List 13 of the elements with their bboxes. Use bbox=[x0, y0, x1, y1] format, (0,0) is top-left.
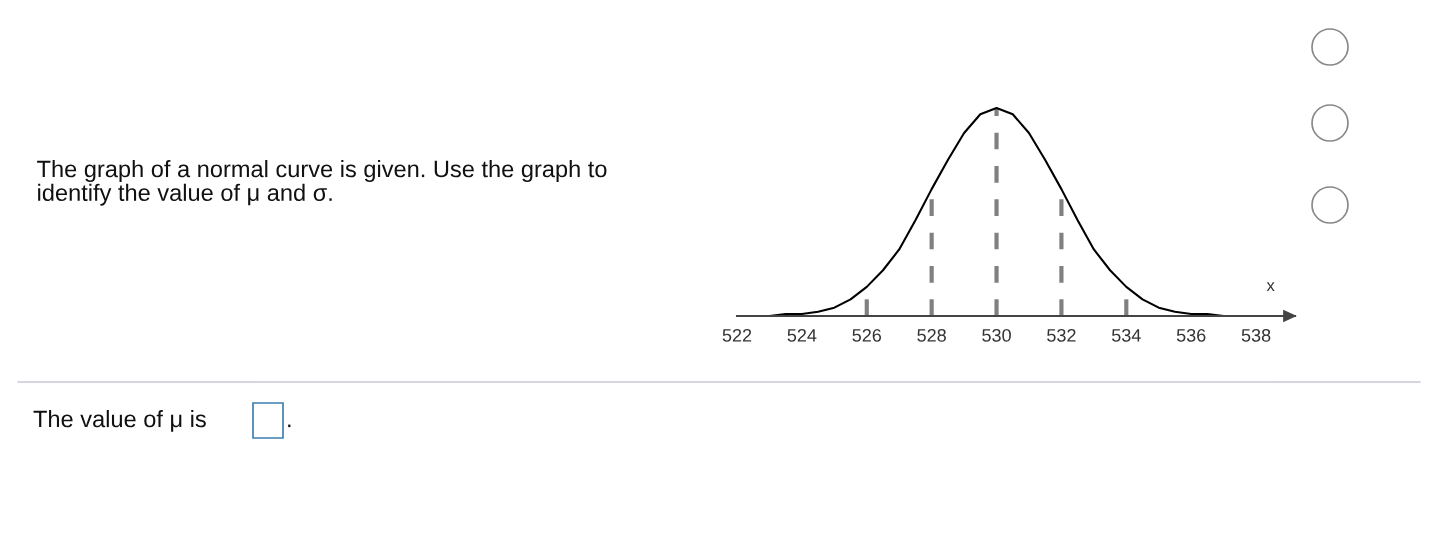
x-tick-label: 532 bbox=[1047, 328, 1076, 342]
x-tick-label: 530 bbox=[982, 328, 1011, 342]
x-tick-label: 538 bbox=[1241, 328, 1271, 342]
text: The graph of a normal curve is given. Use the graph to identify the value of μ and σ. bbox=[37, 160, 607, 206]
x-axis-title: x bbox=[1266, 282, 1275, 292]
x-tick-label: 536 bbox=[1176, 328, 1206, 342]
x-tick-label: 534 bbox=[1111, 328, 1141, 342]
x-tick-label: 524 bbox=[787, 328, 817, 342]
x-tick-label: 522 bbox=[722, 328, 752, 342]
text: The value of μ is bbox=[33, 409, 206, 432]
text: . bbox=[288, 424, 291, 428]
x-tick-label: 526 bbox=[852, 328, 882, 342]
x-tick-label: 528 bbox=[917, 328, 946, 342]
